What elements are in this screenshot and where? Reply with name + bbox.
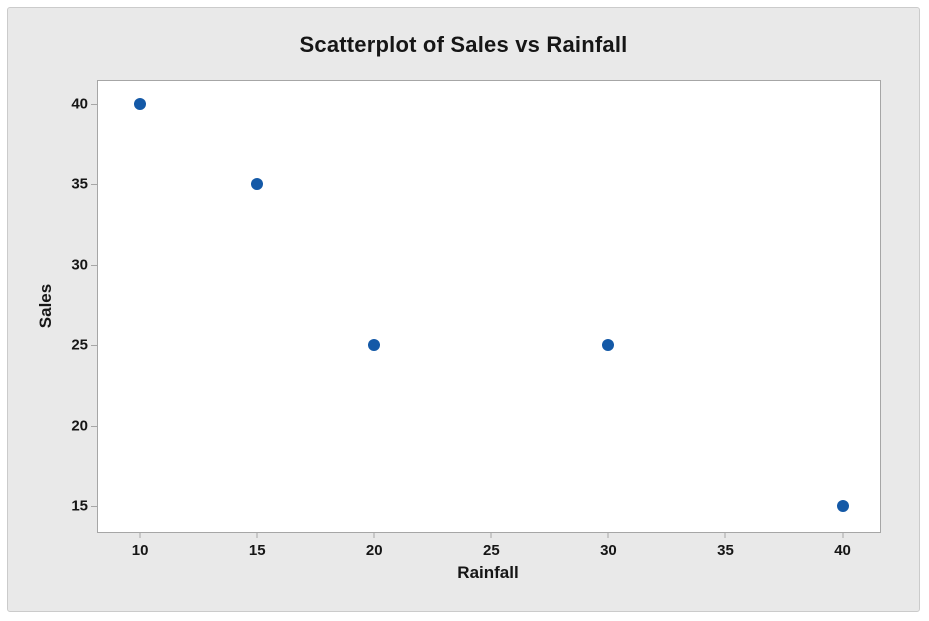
data-point [602,339,615,352]
x-axis-tick [373,532,375,538]
x-axis-tick-label: 30 [600,542,617,559]
y-axis-tick [91,345,97,347]
data-point [134,97,147,110]
x-axis-tick [256,532,258,538]
x-axis-tick-label: 15 [248,542,266,559]
data-point [368,339,381,352]
y-axis-tick [91,425,97,427]
x-axis-tick [724,532,726,538]
x-axis-tick [842,532,844,538]
y-axis-tick [91,506,97,508]
y-axis-tick-label: 15 [71,497,88,515]
x-axis-tick [139,532,141,538]
y-axis-tick [91,184,97,186]
y-axis-tick-label: 35 [71,175,88,193]
y-axis-tick-label: 40 [71,95,88,113]
y-axis-tick-label: 25 [71,336,88,354]
y-axis-tick [91,264,97,266]
x-axis-title: Rainfall [457,563,519,582]
x-axis-tick [490,532,492,538]
data-point [251,178,264,191]
chart-title: Scatterplot of Sales vs Rainfall [299,32,628,57]
data-point [836,500,849,513]
x-axis-tick-label: 40 [834,542,851,559]
y-axis-title: Sales [36,283,55,329]
x-axis-tick-label: 35 [717,542,734,559]
graph-canvas: Scatterplot of Sales vs Rainfall Sales 1… [7,7,920,612]
x-axis-tick [607,532,609,538]
y-axis-tick-label: 30 [71,256,88,274]
x-axis-tick-label: 20 [365,542,383,559]
y-axis-tick [91,103,97,105]
y-axis-tick-label: 20 [71,417,88,435]
x-axis-tick-label: 25 [482,542,500,559]
plot-area: 10 15 20 25 30 35 40 15 20 25 30 35 40 [71,80,881,559]
x-axis-tick-label: 10 [131,542,149,559]
